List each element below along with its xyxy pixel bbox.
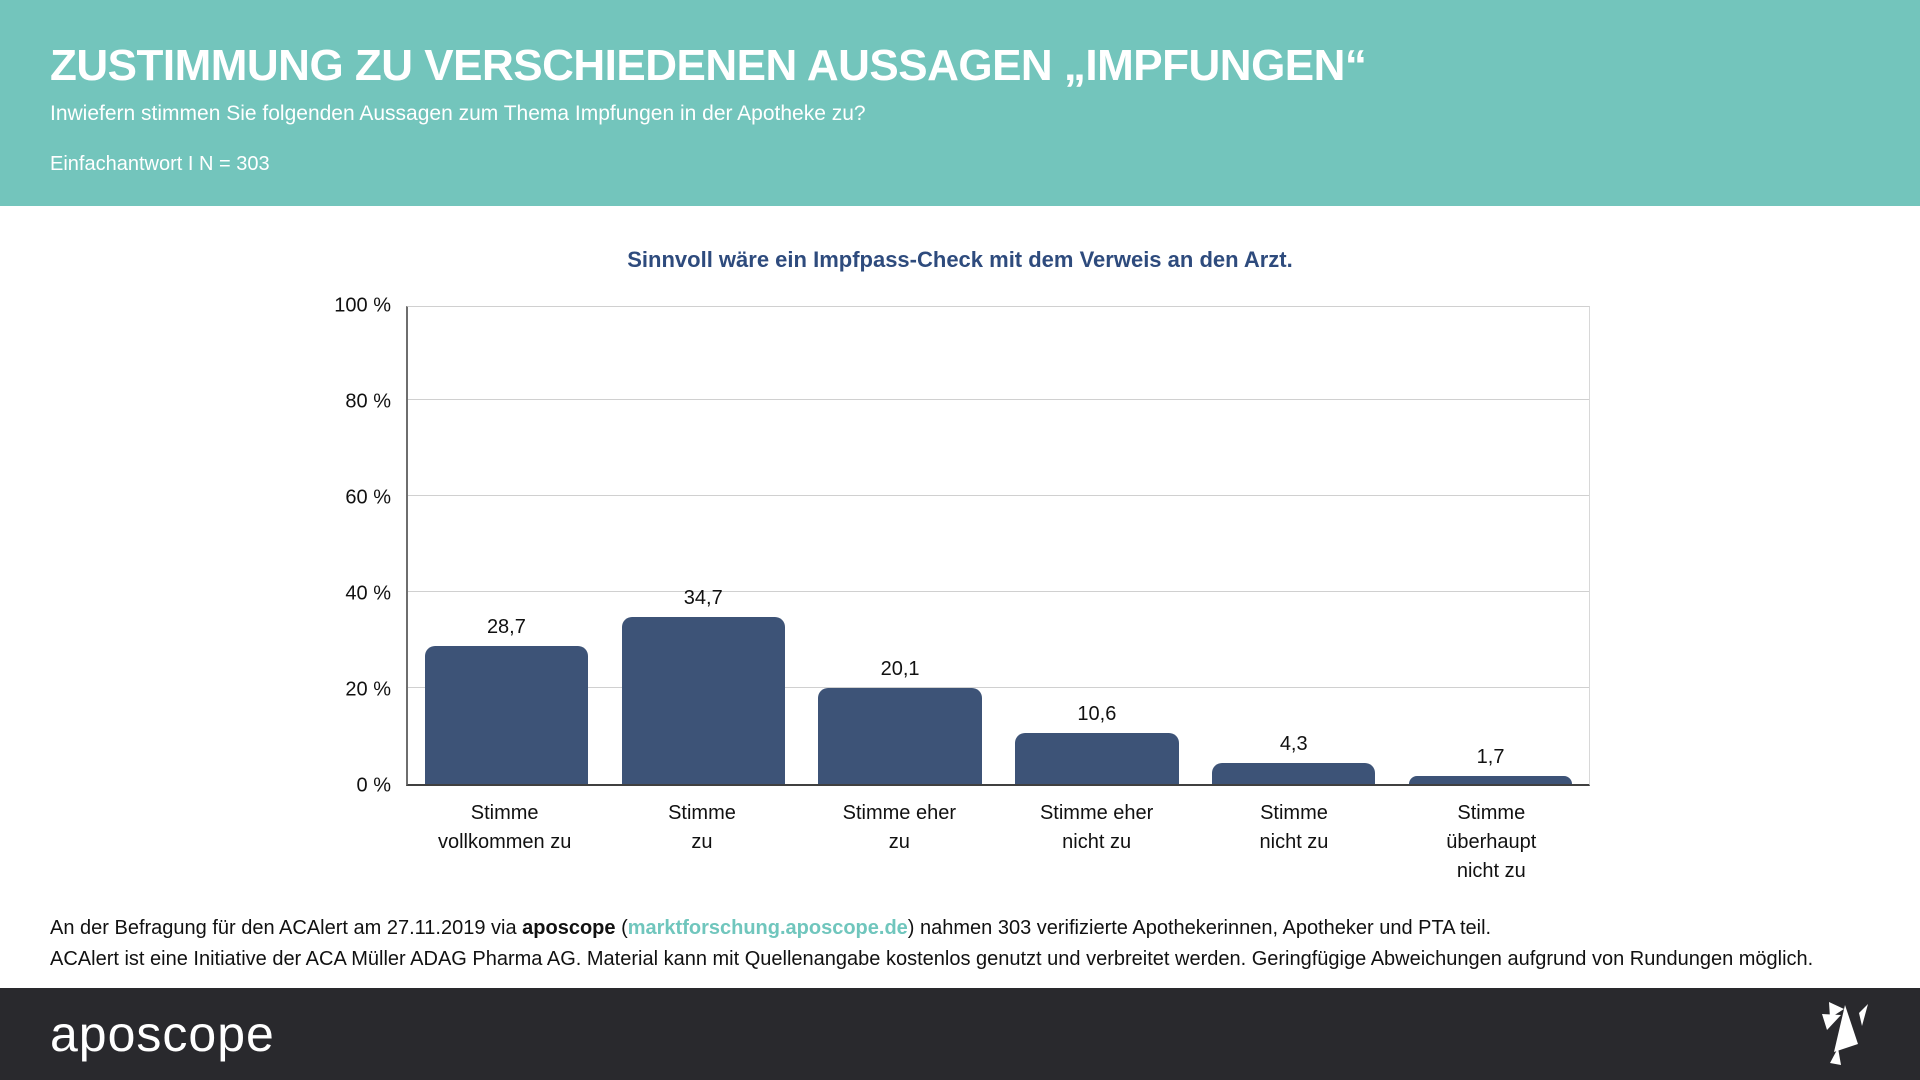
x-axis-label: Stimme zu <box>668 802 736 853</box>
aposcope-link[interactable]: marktforschung.aposcope.de <box>627 917 908 939</box>
y-axis-tick: 20 % <box>345 678 391 701</box>
bar-value-label: 20,1 <box>880 657 920 680</box>
y-axis-tick: 60 % <box>345 486 391 509</box>
gridline <box>408 687 1589 688</box>
x-axis-label: Stimme vollkommen zu <box>437 802 572 853</box>
bar-value-label: 34,7 <box>683 587 723 610</box>
footnote-line-2: ACAlert ist eine Initiative der ACA Müll… <box>50 948 1814 970</box>
brand-name: aposcope <box>522 917 616 939</box>
x-axis-label: Stimme überhaupt nicht zu <box>1446 802 1537 882</box>
bar <box>424 646 589 784</box>
bars-container: 28,7 34,7 20,1 10,6 4,3 1,7 <box>408 307 1589 784</box>
bar-slot: 4,3 <box>1195 307 1392 784</box>
header-band: ZUSTIMMUNG ZU VERSCHIEDENEN AUSSAGEN „IM… <box>0 0 1920 206</box>
footer-bar: aposcope <box>0 988 1920 1080</box>
bar-slot: 28,7 <box>408 307 605 784</box>
bar-slot: 20,1 <box>802 307 999 784</box>
bar-slot: 34,7 <box>605 307 802 784</box>
y-axis-tick: 40 % <box>345 582 391 605</box>
footnote: An der Befragung für den ACAlert am 27.1… <box>50 913 1880 975</box>
y-axis-tick: 80 % <box>345 390 391 413</box>
bar-value-label: 10,6 <box>1077 703 1117 726</box>
bar-slot: 10,6 <box>998 307 1195 784</box>
x-axis-labels: Stimme vollkommen zu Stimme zu Stimme eher zu… <box>406 799 1590 886</box>
survey-question: Inwiefern stimmen Sie folgenden Aussagen… <box>50 101 866 125</box>
sample-info: Einfachantwort I N = 303 <box>50 152 270 175</box>
footnote-text: An der Befragung für den ACAlert am 27.1… <box>50 917 523 939</box>
gridline <box>408 495 1589 496</box>
origami-bird-icon <box>1822 1002 1868 1065</box>
aposcope-logo: aposcope <box>50 1006 275 1062</box>
bar-value-label: 1,7 <box>1476 745 1505 768</box>
plot-wrap: 28,7 34,7 20,1 10,6 4,3 1,7 100 % 80 % 60 % 40 %… <box>334 295 1590 797</box>
footnote-text: ) nahmen 303 verifizierte Apothekerinnen… <box>907 917 1492 939</box>
gridline <box>408 591 1589 592</box>
page-title: ZUSTIMMUNG ZU VERSCHIEDENEN AUSSAGEN „IM… <box>50 41 1367 90</box>
gridline <box>408 399 1589 400</box>
bar <box>621 617 785 784</box>
x-axis-label: Stimme nicht zu <box>1259 802 1329 853</box>
bar <box>1015 733 1179 784</box>
bar-value-label: 28,7 <box>486 616 526 639</box>
y-axis-tick: 100 % <box>334 294 391 317</box>
y-axis-tick: 0 % <box>356 774 391 797</box>
footnote-text: ( <box>615 917 628 939</box>
plot-area: 28,7 34,7 20,1 10,6 4,3 1,7 <box>406 306 1590 786</box>
bar <box>818 687 982 784</box>
x-axis-label: Stimme eher nicht zu <box>1039 802 1154 853</box>
bar <box>1212 763 1376 784</box>
bar-slot: 1,7 <box>1392 307 1589 784</box>
footnote-line-1: An der Befragung für den ACAlert am 27.1… <box>50 913 1880 944</box>
bar <box>1408 775 1573 784</box>
chart-title: Sinnvoll wäre ein Impfpass-Check mit dem… <box>627 247 1293 272</box>
bar-value-label: 4,3 <box>1279 733 1308 756</box>
x-axis-label: Stimme eher zu <box>842 802 956 853</box>
